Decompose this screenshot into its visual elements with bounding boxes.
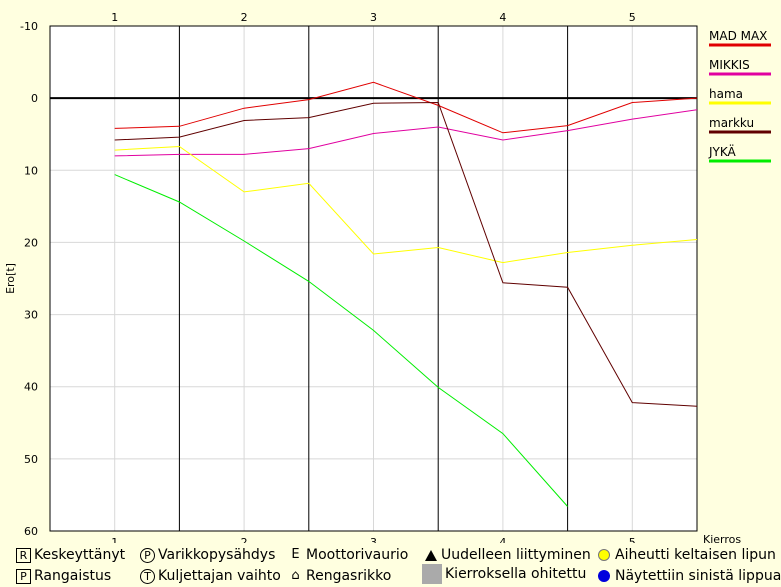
x-tick-label: 4 bbox=[499, 536, 506, 543]
footer-label: Aiheutti keltaisen lipun bbox=[615, 547, 776, 563]
footer-item-lapped: Kierroksella ohitettu bbox=[422, 564, 586, 584]
penalty-icon: P bbox=[16, 568, 31, 584]
y-tick-label: 50 bbox=[24, 453, 38, 466]
x-tick-label-top: 1 bbox=[111, 11, 118, 24]
footer-item-pitstop: P Varikkopysähdys bbox=[140, 547, 275, 563]
retired-icon: R bbox=[16, 547, 31, 563]
footer-item-yellow-flag: Aiheutti keltaisen lipun bbox=[598, 547, 776, 563]
footer-item-penalty: P Rangaistus bbox=[16, 568, 111, 584]
x-tick-label-top: 2 bbox=[241, 11, 248, 24]
footer-label: Varikkopysähdys bbox=[158, 547, 276, 563]
series-line-hama bbox=[114, 145, 698, 264]
x-tick-label: 5 bbox=[629, 536, 636, 543]
footer-item-engine: E Moottorivaurio bbox=[288, 547, 408, 563]
legend-footer: R Keskeyttänyt P Varikkopysähdys E Moott… bbox=[0, 543, 781, 587]
x-tick-label-top: 3 bbox=[370, 11, 377, 24]
puncture-icon: ⌂ bbox=[291, 567, 300, 583]
footer-item-rejoin: Uudelleen liittyminen bbox=[422, 547, 591, 563]
y-axis-label: Ero[t] bbox=[4, 263, 17, 294]
pitstop-icon: P bbox=[140, 547, 155, 563]
footer-label: Rangaistus bbox=[34, 568, 112, 584]
driver-change-icon: T bbox=[140, 568, 155, 584]
series-line-mad-max bbox=[114, 81, 698, 134]
x-tick-label: 3 bbox=[370, 536, 377, 543]
legend-label: hama bbox=[709, 87, 743, 101]
x-axis-label: Kierros bbox=[703, 533, 741, 543]
footer-label: Uudelleen liittyminen bbox=[441, 547, 591, 563]
series-line-mikkis bbox=[114, 109, 698, 157]
lap-difference-chart: -10 0 10 20 30 40 50 60 1 1 2 2 3 3 4 4 5 5 Ero[t] Kierros M… bbox=[4, 11, 771, 543]
footer-label: Keskeyttänyt bbox=[34, 547, 126, 563]
footer-item-retired: R Keskeyttänyt bbox=[16, 547, 125, 563]
footer-label: Kierroksella ohitettu bbox=[445, 566, 587, 582]
blue-dot-icon bbox=[598, 570, 610, 582]
yellow-dot-icon bbox=[598, 549, 610, 561]
footer-label: Rengasrikko bbox=[306, 568, 392, 584]
grey-square-icon bbox=[422, 564, 442, 584]
engine-failure-icon: E bbox=[291, 546, 300, 562]
x-tick-label: 1 bbox=[111, 536, 118, 543]
y-tick-label: 40 bbox=[24, 381, 38, 394]
y-tick-label: 60 bbox=[24, 525, 38, 538]
footer-item-puncture: ⌂ Rengasrikko bbox=[288, 568, 391, 584]
x-tick-label: 2 bbox=[241, 536, 248, 543]
series-line-markku bbox=[114, 101, 698, 407]
y-tick-label: 30 bbox=[24, 309, 38, 322]
footer-item-driver-change: T Kuljettajan vaihto bbox=[140, 568, 281, 584]
footer-label: Näytettiin sinistä lippua bbox=[615, 568, 781, 584]
plot-frame bbox=[49, 25, 698, 532]
footer-label: Moottorivaurio bbox=[306, 547, 409, 563]
y-tick-label: 10 bbox=[24, 164, 38, 177]
series-line-jyk- bbox=[114, 174, 568, 507]
footer-item-blue-flag: Näytettiin sinistä lippua bbox=[598, 568, 781, 584]
legend-label: MAD MAX bbox=[709, 29, 767, 43]
legend-label: markku bbox=[709, 116, 754, 130]
y-tick-label: 0 bbox=[31, 92, 38, 105]
x-tick-label-top: 4 bbox=[499, 11, 506, 24]
y-tick-label: -10 bbox=[20, 20, 38, 33]
y-tick-label: 20 bbox=[24, 236, 38, 249]
rejoin-triangle-icon bbox=[425, 549, 437, 561]
legend-label: JYKÄ bbox=[708, 144, 737, 159]
footer-label: Kuljettajan vaihto bbox=[158, 568, 281, 584]
x-tick-label-top: 5 bbox=[629, 11, 636, 24]
legend-label: MIKKIS bbox=[709, 58, 750, 72]
